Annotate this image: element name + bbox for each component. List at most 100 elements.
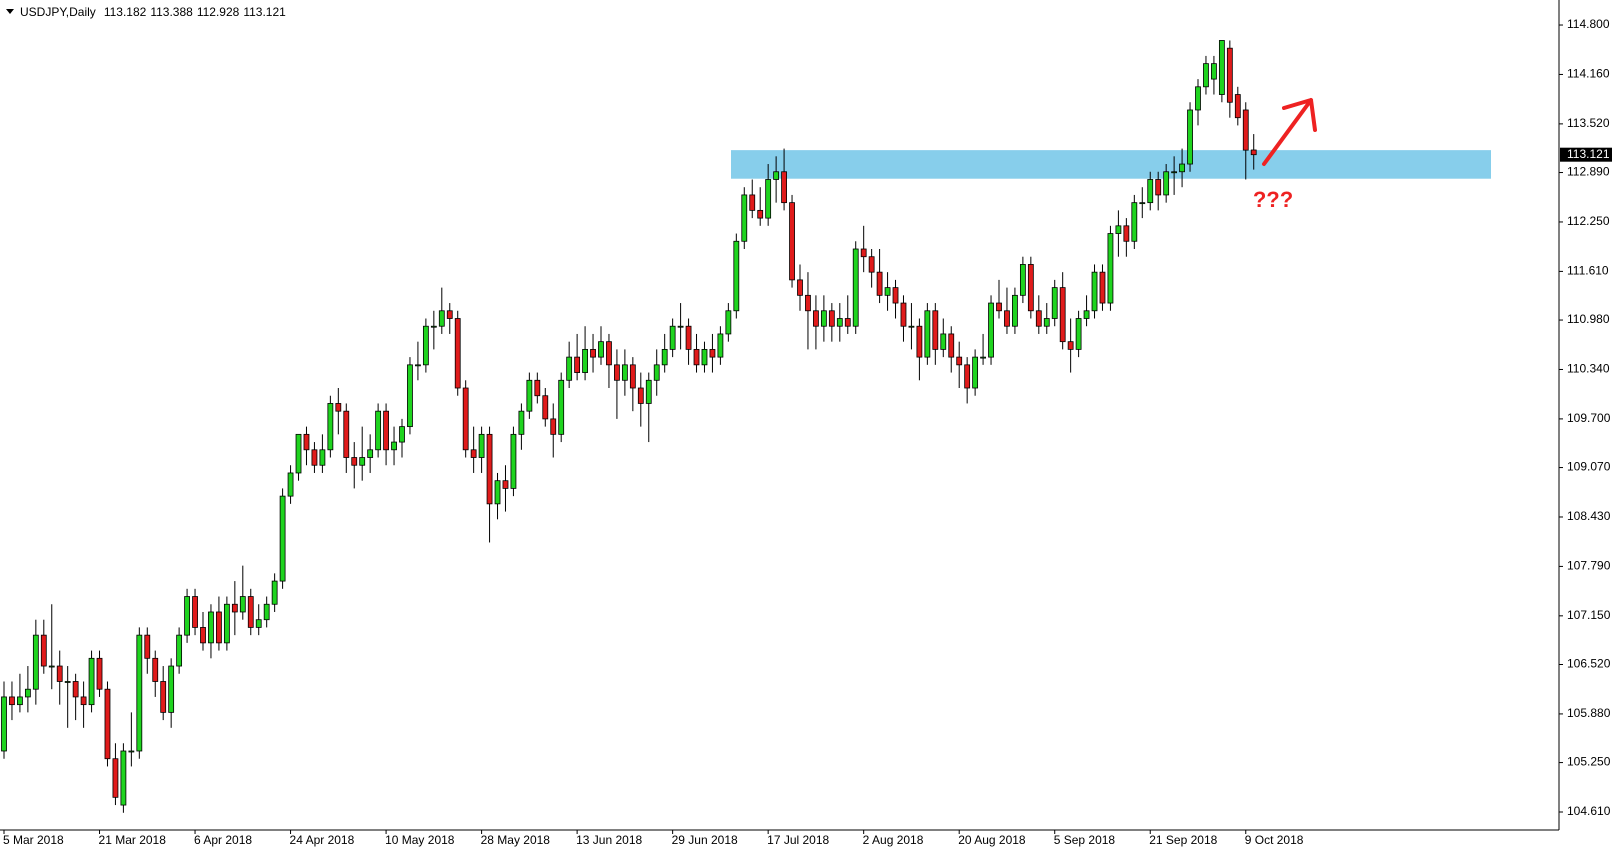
candle-body [1163, 171, 1170, 196]
candle-body [343, 410, 350, 458]
candle-body [136, 634, 143, 752]
y-tick-label: 113.520 [1567, 116, 1610, 130]
candle-body [247, 596, 254, 628]
candle-body [598, 341, 604, 358]
y-tick-label: 106.520 [1567, 657, 1611, 671]
candle-body [200, 627, 206, 644]
header-low: 112.928 [197, 5, 240, 19]
candle-body [860, 248, 867, 258]
y-tick-label: 107.150 [1567, 608, 1611, 622]
price-box [1560, 147, 1612, 162]
candle-body [1234, 94, 1241, 119]
candle-body [80, 696, 87, 706]
candle-body [1067, 341, 1074, 350]
y-tick-label: 105.250 [1567, 755, 1611, 769]
candle-body [1218, 40, 1225, 95]
candle-body [1107, 233, 1114, 304]
candle-body [335, 403, 342, 412]
candle-body [757, 209, 764, 219]
candle-body [924, 310, 931, 358]
menu-triangle [6, 9, 14, 14]
candle-body [1091, 271, 1098, 312]
y-tick-label: 114.160 [1567, 67, 1610, 81]
candle-body [582, 348, 588, 373]
candle-body [1012, 294, 1018, 327]
candle-body [32, 634, 39, 690]
candle-body [1075, 318, 1082, 350]
y-tick-label: 110.340 [1567, 362, 1610, 376]
candle-body [1099, 271, 1106, 304]
candle-body [852, 248, 859, 327]
candle-body [112, 758, 119, 798]
candle-body [900, 302, 907, 327]
candle-body [40, 634, 47, 667]
candle-body [725, 310, 732, 335]
candle-body [327, 403, 334, 451]
candle-body [526, 379, 533, 412]
candle-body [1195, 86, 1201, 111]
candle-body [24, 688, 31, 698]
candle-body [781, 171, 787, 204]
candle-body [701, 348, 708, 366]
candle-body [844, 318, 851, 327]
candle-body [486, 433, 493, 505]
header-open: 113.182 [104, 5, 147, 19]
candle-body [645, 379, 652, 404]
candle-body [48, 665, 55, 668]
candle-body [478, 433, 485, 458]
candle-body [494, 480, 501, 505]
x-tick-label: 28 May 2018 [481, 833, 551, 847]
candle-body [1187, 109, 1193, 165]
candle-body [446, 310, 453, 319]
header-high: 113.388 [150, 5, 193, 19]
candle-body [669, 325, 676, 350]
candle-body [964, 364, 971, 389]
candle-body [239, 596, 246, 613]
price-label: 113.121 [1567, 147, 1610, 161]
candle-body [430, 325, 437, 328]
candle-body [391, 441, 397, 451]
candle-body [510, 433, 517, 489]
candle-body [470, 449, 477, 458]
candle-body [932, 310, 939, 350]
candle-body [892, 287, 899, 304]
candle-body [176, 634, 183, 667]
x-tick-label: 6 Apr 2018 [194, 833, 252, 847]
candle-body [192, 596, 198, 628]
candle-body [558, 379, 565, 435]
candle-body [422, 325, 429, 366]
candle-body [1226, 47, 1233, 103]
candle-body [876, 271, 883, 296]
candle-body [614, 364, 620, 381]
candle-body [1155, 179, 1162, 196]
x-tick-label: 17 Jul 2018 [767, 833, 829, 847]
candle-body [64, 681, 71, 683]
candle-body [168, 665, 175, 713]
candle-body [367, 449, 374, 458]
candle-body [1179, 163, 1185, 173]
x-tick-label: 9 Oct 2018 [1245, 833, 1304, 847]
candle-body [542, 395, 549, 420]
candle-body [96, 657, 103, 690]
x-tick-label: 5 Sep 2018 [1054, 833, 1116, 847]
header: USDJPY,Daily 113.182 113.388 112.928 113.121 [20, 5, 286, 19]
candle-body [1115, 225, 1122, 234]
candle-body [940, 333, 947, 350]
x-tick-label: 5 Mar 2018 [3, 833, 64, 847]
y-tick-label: 114.800 [1567, 17, 1610, 31]
y-tick-label: 109.070 [1567, 460, 1611, 474]
candle-body [184, 596, 190, 636]
candle-body [661, 348, 668, 366]
candle-body [56, 665, 63, 682]
candle-body [303, 433, 310, 451]
candle-body [104, 688, 111, 760]
candle-body [216, 611, 222, 644]
y-tick-label: 104.610 [1567, 804, 1611, 818]
candle-body [1059, 287, 1066, 343]
candle-body [980, 356, 986, 359]
candle-body [685, 325, 692, 350]
candle-body [359, 457, 366, 466]
candle-body [17, 696, 23, 706]
candle-body [295, 433, 302, 474]
